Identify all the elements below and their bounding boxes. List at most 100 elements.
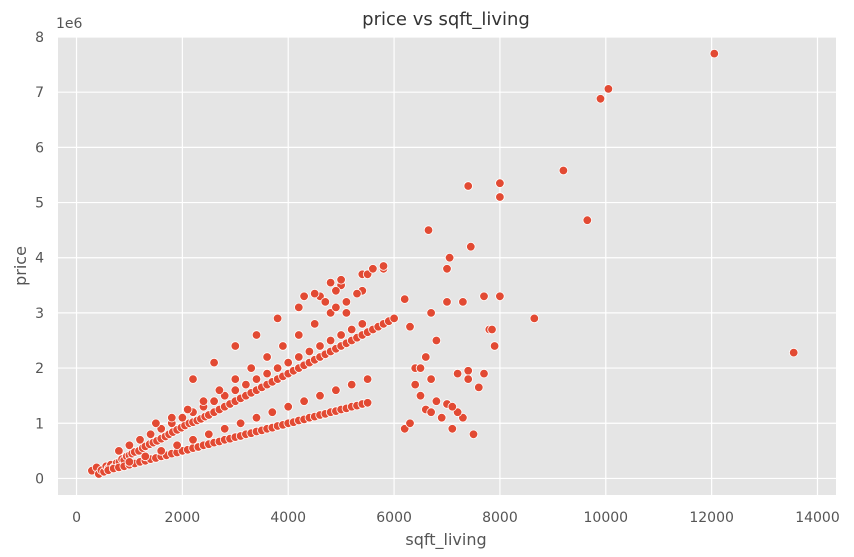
data-point	[495, 192, 505, 202]
y-axis-offset-label: 1e6	[56, 16, 83, 32]
data-point	[595, 94, 606, 104]
data-point	[235, 418, 246, 429]
data-point	[114, 446, 124, 456]
data-point	[442, 264, 452, 274]
data-point	[495, 291, 505, 302]
y-tick-label: 4	[35, 251, 44, 267]
x-tick-label: 6000	[376, 510, 412, 526]
data-point	[151, 418, 161, 429]
data-point	[198, 396, 209, 406]
data-point	[442, 297, 452, 307]
data-point	[582, 215, 593, 225]
data-point	[415, 363, 426, 373]
data-point	[209, 396, 219, 406]
data-point	[709, 48, 720, 59]
y-tick-label: 8	[35, 30, 44, 46]
y-tick-label: 3	[35, 306, 44, 322]
data-point	[558, 165, 569, 176]
data-point	[479, 368, 489, 379]
data-point	[421, 352, 431, 362]
data-point	[325, 277, 336, 288]
data-point	[304, 346, 315, 357]
data-point	[167, 413, 177, 423]
data-point	[204, 429, 214, 440]
y-axis-ticks: 0 1 2 3 4 5 6 7 8	[35, 30, 44, 487]
data-point	[474, 382, 484, 393]
data-point	[495, 178, 505, 188]
data-point	[209, 357, 219, 368]
data-point	[283, 402, 293, 412]
data-point	[789, 347, 799, 358]
data-point	[437, 413, 447, 423]
data-point	[426, 407, 436, 417]
data-point	[452, 368, 463, 379]
data-point	[463, 181, 473, 191]
data-point	[331, 385, 341, 395]
data-point	[489, 341, 500, 351]
data-point	[479, 291, 489, 302]
grid-lines	[58, 36, 836, 495]
data-point	[352, 288, 362, 299]
data-point	[336, 275, 346, 285]
data-point	[283, 357, 293, 368]
data-point	[389, 313, 399, 324]
data-point	[315, 341, 325, 351]
data-point	[177, 413, 188, 423]
data-point	[219, 424, 230, 434]
data-point	[251, 374, 262, 384]
data-point	[294, 302, 304, 313]
data-point	[325, 335, 336, 346]
data-point	[241, 379, 251, 390]
data-point	[405, 322, 415, 332]
data-point	[124, 440, 135, 451]
x-tick-label: 4000	[270, 510, 306, 526]
y-tick-label: 6	[35, 140, 44, 156]
data-point	[362, 398, 373, 408]
y-axis-label: price	[11, 246, 30, 286]
data-point	[294, 330, 304, 340]
data-point	[182, 404, 193, 415]
data-point	[251, 413, 262, 423]
data-point	[246, 363, 256, 373]
data-point	[431, 396, 442, 406]
data-point	[262, 368, 272, 379]
data-point	[124, 457, 135, 467]
data-point	[341, 308, 352, 318]
data-point	[214, 385, 225, 395]
data-point	[272, 313, 283, 324]
y-tick-label: 1	[35, 416, 44, 432]
data-point	[188, 374, 198, 384]
chart-title: price vs sqft_living	[362, 9, 530, 30]
y-tick-label: 2	[35, 361, 44, 377]
x-axis-ticks: 0 2000 4000 6000 8000 10000 12000 14000	[72, 510, 840, 526]
data-point	[140, 451, 151, 462]
data-point	[447, 402, 458, 412]
x-tick-label: 2000	[165, 510, 201, 526]
data-point	[267, 407, 278, 417]
data-point	[294, 352, 304, 362]
data-point	[423, 225, 434, 235]
data-point	[463, 374, 473, 384]
data-point	[603, 84, 614, 94]
data-point	[230, 385, 241, 395]
data-point	[426, 308, 436, 318]
data-point	[272, 363, 283, 373]
data-point	[405, 418, 415, 429]
data-point	[415, 391, 426, 401]
data-point	[188, 435, 198, 445]
data-point	[347, 324, 357, 335]
data-point	[529, 313, 540, 324]
x-tick-label: 8000	[482, 510, 518, 526]
data-point	[135, 435, 145, 445]
data-point	[299, 291, 309, 302]
y-tick-label: 0	[35, 471, 44, 487]
data-point	[447, 424, 458, 434]
x-tick-label: 14000	[795, 510, 840, 526]
x-tick-label: 0	[72, 510, 81, 526]
data-point	[463, 366, 473, 376]
data-point	[230, 341, 241, 351]
data-point	[341, 297, 352, 307]
data-point	[331, 286, 341, 296]
x-tick-label: 10000	[584, 510, 629, 526]
